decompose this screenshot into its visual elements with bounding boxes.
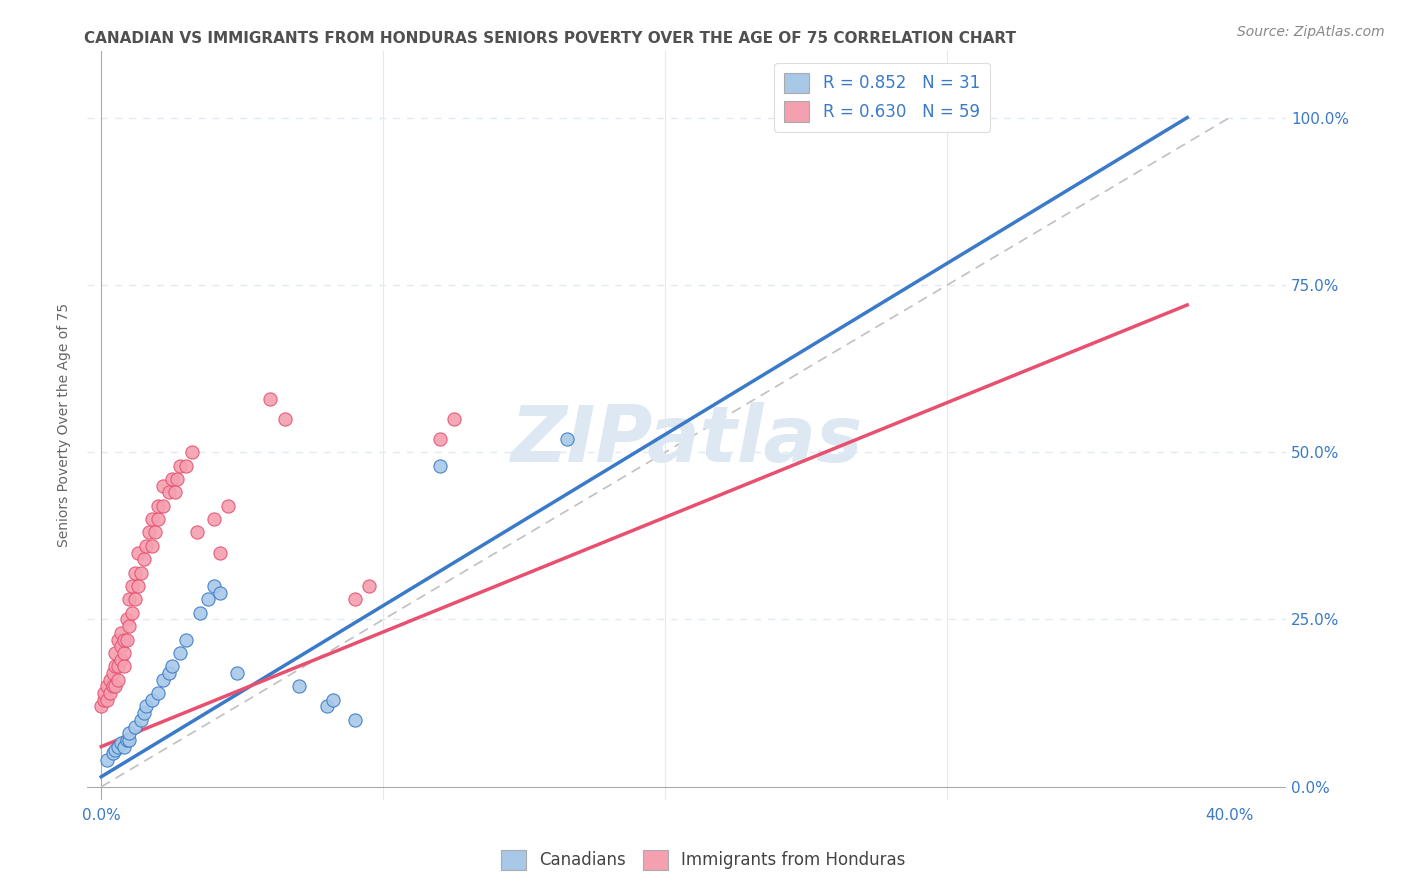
Point <box>121 606 143 620</box>
Point <box>96 679 118 693</box>
Point <box>98 686 121 700</box>
Point <box>217 499 239 513</box>
Point <box>322 692 344 706</box>
Point <box>110 639 132 653</box>
Point <box>107 659 129 673</box>
Point <box>157 485 180 500</box>
Point <box>316 699 339 714</box>
Point <box>127 545 149 559</box>
Point <box>132 552 155 566</box>
Point <box>429 458 451 473</box>
Text: CANADIAN VS IMMIGRANTS FROM HONDURAS SENIORS POVERTY OVER THE AGE OF 75 CORRELAT: CANADIAN VS IMMIGRANTS FROM HONDURAS SEN… <box>84 31 1017 46</box>
Point <box>101 747 124 761</box>
Point <box>152 499 174 513</box>
Point <box>174 458 197 473</box>
Point <box>443 411 465 425</box>
Point <box>197 592 219 607</box>
Point <box>101 679 124 693</box>
Text: ZIPatlas: ZIPatlas <box>510 402 863 478</box>
Point <box>112 659 135 673</box>
Point <box>138 525 160 540</box>
Point <box>180 445 202 459</box>
Point <box>118 592 141 607</box>
Point <box>110 736 132 750</box>
Point <box>186 525 208 540</box>
Point <box>124 592 146 607</box>
Point <box>115 612 138 626</box>
Point <box>118 619 141 633</box>
Point <box>174 632 197 647</box>
Point <box>157 665 180 680</box>
Point <box>118 733 141 747</box>
Point <box>344 592 367 607</box>
Point <box>429 432 451 446</box>
Point <box>90 699 112 714</box>
Text: Source: ZipAtlas.com: Source: ZipAtlas.com <box>1237 25 1385 39</box>
Point <box>225 665 247 680</box>
Point <box>112 646 135 660</box>
Point <box>344 713 367 727</box>
Legend: Canadians, Immigrants from Honduras: Canadians, Immigrants from Honduras <box>494 843 912 877</box>
Point <box>107 632 129 647</box>
Point <box>104 679 127 693</box>
Point <box>135 539 157 553</box>
Point <box>160 472 183 486</box>
Point <box>146 499 169 513</box>
Point <box>359 579 381 593</box>
Point <box>115 632 138 647</box>
Point <box>104 743 127 757</box>
Point <box>141 512 163 526</box>
Point <box>121 579 143 593</box>
Point <box>93 692 115 706</box>
Point <box>129 713 152 727</box>
Point <box>132 706 155 721</box>
Point <box>188 606 211 620</box>
Point <box>141 692 163 706</box>
Point <box>129 566 152 580</box>
Point <box>104 659 127 673</box>
Y-axis label: Seniors Poverty Over the Age of 75: Seniors Poverty Over the Age of 75 <box>58 303 72 548</box>
Point <box>146 512 169 526</box>
Point <box>169 646 191 660</box>
Point <box>104 646 127 660</box>
Point <box>208 585 231 599</box>
Point <box>115 733 138 747</box>
Point <box>202 512 225 526</box>
Point <box>555 432 578 446</box>
Point <box>107 673 129 687</box>
Point <box>287 679 309 693</box>
Point <box>124 720 146 734</box>
Point <box>146 686 169 700</box>
Point <box>208 545 231 559</box>
Point <box>143 525 166 540</box>
Point <box>118 726 141 740</box>
Point <box>112 739 135 754</box>
Point <box>152 478 174 492</box>
Point <box>96 753 118 767</box>
Point <box>273 411 295 425</box>
Point <box>96 692 118 706</box>
Point <box>202 579 225 593</box>
Legend: R = 0.852   N = 31, R = 0.630   N = 59: R = 0.852 N = 31, R = 0.630 N = 59 <box>775 62 990 132</box>
Point <box>152 673 174 687</box>
Point <box>259 392 281 406</box>
Point <box>163 485 186 500</box>
Point <box>127 579 149 593</box>
Point <box>169 458 191 473</box>
Point <box>124 566 146 580</box>
Point <box>112 632 135 647</box>
Point <box>98 673 121 687</box>
Point <box>141 539 163 553</box>
Point <box>110 625 132 640</box>
Point <box>101 665 124 680</box>
Point <box>166 472 188 486</box>
Point <box>107 739 129 754</box>
Point <box>93 686 115 700</box>
Point <box>110 652 132 666</box>
Point <box>135 699 157 714</box>
Point <box>160 659 183 673</box>
